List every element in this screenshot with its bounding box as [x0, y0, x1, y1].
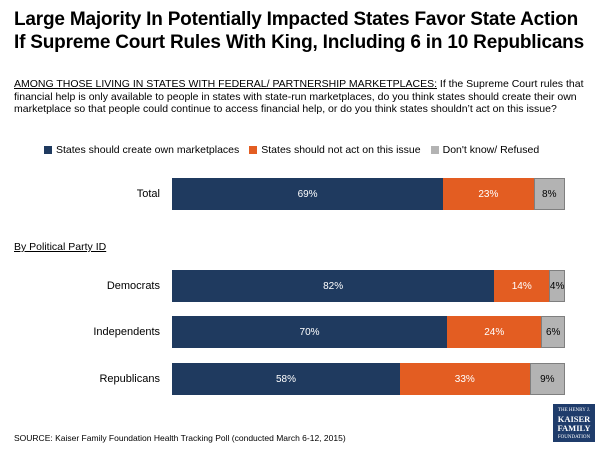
- logo-line2: KAISER: [557, 414, 591, 424]
- data-label-republicans-dont-know: 9%: [540, 373, 555, 385]
- row-label-democrats: Democrats: [106, 280, 160, 292]
- legend: States should create own marketplaces St…: [44, 144, 549, 156]
- data-label-total-create: 69%: [297, 188, 318, 200]
- survey-question: AMONG THOSE LIVING IN STATES WITH FEDERA…: [14, 78, 588, 116]
- data-label-independents-not-act: 24%: [484, 326, 505, 338]
- legend-label-create: States should create own marketplaces: [56, 144, 240, 156]
- chart-title: Large Majority In Potentially Impacted S…: [14, 9, 584, 53]
- data-label-democrats-create: 82%: [323, 280, 344, 292]
- bar-democrats-create: 82%: [172, 270, 495, 302]
- question-text: If the Supreme Court rules that financia…: [14, 78, 584, 116]
- bar-independents-create: 70%: [172, 316, 448, 348]
- data-label-total-not-act: 23%: [478, 188, 499, 200]
- bar-democrats-dont-know: 4%: [549, 270, 565, 302]
- bar-independents-not-act: 24%: [447, 316, 542, 348]
- bar-democrats-not-act: 14%: [494, 270, 550, 302]
- data-label-republicans-not-act: 33%: [454, 373, 475, 385]
- row-label-republicans: Republicans: [99, 373, 160, 385]
- legend-swatch-dont-know: [430, 146, 439, 154]
- bar-total-dont-know: 8%: [533, 178, 565, 210]
- data-label-democrats-not-act: 14%: [511, 280, 532, 292]
- legend-label-dont-know: Don't know/ Refused: [442, 144, 540, 156]
- logo-line1: THE HENRY J.: [557, 408, 591, 413]
- logo-line3: FAMILY: [557, 423, 591, 433]
- legend-item-not-act: States should not act on this issue: [249, 144, 421, 156]
- row-label-total: Total: [136, 188, 160, 200]
- bar-independents-dont-know: 6%: [541, 316, 565, 348]
- row-label-independents: Independents: [93, 326, 160, 338]
- legend-item-create: States should create own marketplaces: [44, 144, 239, 156]
- bar-total-create: 69%: [172, 178, 444, 210]
- data-label-democrats-dont-know: 4%: [549, 280, 565, 292]
- bar-republicans-not-act: 33%: [399, 363, 530, 395]
- legend-item-dont-know: Don't know/ Refused: [430, 144, 540, 156]
- legend-swatch-create: [44, 146, 52, 154]
- legend-swatch-not-act: [249, 146, 258, 154]
- question-lead: AMONG THOSE LIVING IN STATES WITH FEDERA…: [14, 78, 437, 90]
- party-section-label: By Political Party ID: [14, 241, 107, 253]
- data-label-independents-create: 70%: [299, 326, 320, 338]
- legend-label-not-act: States should not act on this issue: [261, 144, 421, 156]
- logo-line4: FOUNDATION: [557, 435, 591, 440]
- bar-republicans-dont-know: 9%: [529, 363, 565, 395]
- source-note: SOURCE: Kaiser Family Foundation Health …: [14, 433, 346, 443]
- data-label-independents-dont-know: 6%: [545, 326, 561, 338]
- data-label-total-dont-know: 8%: [542, 188, 557, 200]
- data-label-republicans-create: 58%: [275, 373, 296, 385]
- kff-logo: THE HENRY J. KAISER FAMILY FOUNDATION: [553, 404, 595, 442]
- bar-republicans-create: 58%: [172, 363, 400, 395]
- bar-total-not-act: 23%: [443, 178, 534, 210]
